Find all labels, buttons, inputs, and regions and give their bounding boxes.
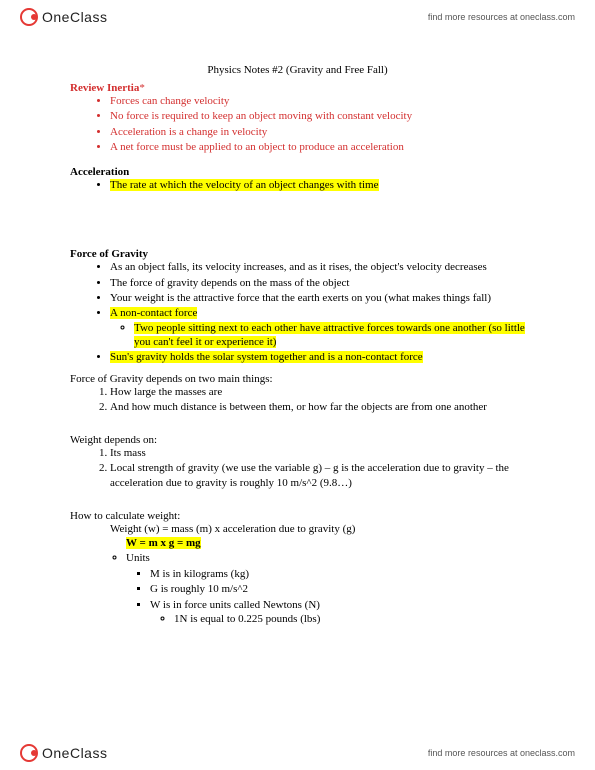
brand-logo: OneClass xyxy=(20,8,107,26)
header-resources-link[interactable]: find more resources at oneclass.com xyxy=(428,12,575,22)
units-wrapper: Units xyxy=(126,551,525,565)
footer-resources-link[interactable]: find more resources at oneclass.com xyxy=(428,748,575,758)
calc-intro: How to calculate weight: xyxy=(70,510,525,522)
acceleration-list: The rate at which the velocity of an obj… xyxy=(110,178,525,192)
depends-intro: Force of Gravity depends on two main thi… xyxy=(70,373,525,385)
logo-text: OneClass xyxy=(42,745,107,761)
list-item: How large the masses are xyxy=(110,385,525,399)
highlighted-formula: W = m x g = mg xyxy=(126,537,201,549)
list-item: M is in kilograms (kg) xyxy=(150,567,525,581)
review-heading-row: Review Inertia* xyxy=(70,82,525,94)
list-item: The rate at which the velocity of an obj… xyxy=(110,178,525,192)
gravity-heading: Force of Gravity xyxy=(70,248,525,260)
highlighted-text: The rate at which the velocity of an obj… xyxy=(110,179,379,191)
acceleration-heading: Acceleration xyxy=(70,166,525,178)
list-item: A non-contact force Two people sitting n… xyxy=(110,306,525,349)
highlighted-text: Two people sitting next to each other ha… xyxy=(134,322,525,348)
depends-list: How large the masses are And how much di… xyxy=(110,385,525,415)
list-item: Local strength of gravity (we use the va… xyxy=(110,461,525,490)
logo-icon xyxy=(20,8,38,26)
weight-dep-intro: Weight depends on: xyxy=(70,434,525,446)
list-item: G is roughly 10 m/s^2 xyxy=(150,582,525,596)
list-item: A net force must be applied to an object… xyxy=(110,140,525,154)
list-item: Its mass xyxy=(110,446,525,460)
list-item: Forces can change velocity xyxy=(110,94,525,108)
units-list: M is in kilograms (kg) G is roughly 10 m… xyxy=(150,567,525,626)
page-header: OneClass find more resources at oneclass… xyxy=(0,0,595,34)
list-item: As an object falls, its velocity increas… xyxy=(110,260,525,274)
document-body: Physics Notes #2 (Gravity and Free Fall)… xyxy=(0,34,595,688)
review-heading: Review Inertia xyxy=(70,82,139,94)
list-item: 1N is equal to 0.225 pounds (lbs) xyxy=(174,612,525,626)
page-footer: OneClass find more resources at oneclass… xyxy=(0,736,595,770)
page-title: Physics Notes #2 (Gravity and Free Fall) xyxy=(70,64,525,76)
list-item: Acceleration is a change in velocity xyxy=(110,125,525,139)
calc-line: Weight (w) = mass (m) x acceleration due… xyxy=(110,522,525,536)
review-list: Forces can change velocity No force is r… xyxy=(110,94,525,154)
units-label: Units xyxy=(126,551,525,565)
list-item: W is in force units called Newtons (N) 1… xyxy=(150,598,525,627)
list-item: The force of gravity depends on the mass… xyxy=(110,276,525,290)
gravity-list: As an object falls, its velocity increas… xyxy=(110,260,525,364)
unit-text: W is in force units called Newtons (N) xyxy=(150,599,320,611)
list-item: And how much distance is between them, o… xyxy=(110,400,525,414)
list-item: Your weight is the attractive force that… xyxy=(110,291,525,305)
logo-text: OneClass xyxy=(42,9,107,25)
weight-dep-list: Its mass Local strength of gravity (we u… xyxy=(110,446,525,490)
list-item: Two people sitting next to each other ha… xyxy=(134,321,525,350)
highlighted-text: Sun's gravity holds the solar system tog… xyxy=(110,351,423,363)
list-item: No force is required to keep an object m… xyxy=(110,109,525,123)
logo-icon xyxy=(20,744,38,762)
brand-logo: OneClass xyxy=(20,744,107,762)
calc-formula-row: W = m x g = mg xyxy=(126,536,525,550)
highlighted-text: A non-contact force xyxy=(110,307,197,319)
list-item: Sun's gravity holds the solar system tog… xyxy=(110,350,525,364)
asterisk-icon: * xyxy=(139,82,145,94)
